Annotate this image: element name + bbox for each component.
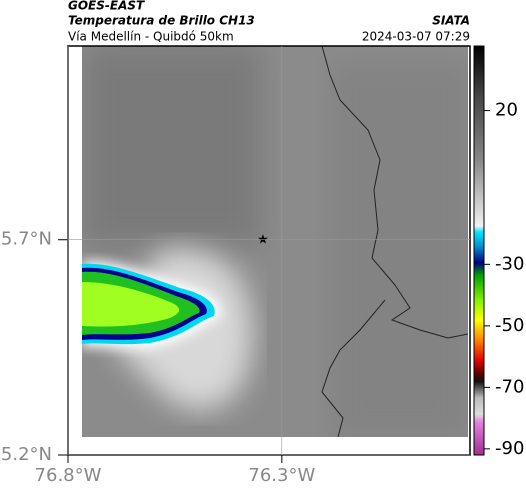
lat-label: 5.2°N (1, 444, 52, 465)
colorbar-label: 20 (495, 100, 518, 121)
colorbar-label: -70 (495, 376, 524, 397)
title: Temperatura de Brillo CH13 (68, 14, 255, 28)
colorbar-label: -50 (495, 315, 524, 336)
datetime: 2024-03-07 07:29 (362, 30, 470, 44)
lat-label: 5.7°N (1, 229, 52, 250)
lon-label: 76.3°W (248, 465, 315, 486)
colorbar (473, 45, 485, 456)
colorbar-label: -30 (495, 253, 524, 274)
subtitle: Vía Medellín - Quibdó 50km (68, 30, 234, 44)
satellite-image (82, 46, 468, 437)
source: GOES-EAST (68, 0, 145, 13)
lon-label: 76.8°W (35, 465, 102, 486)
colorbar-label: -90 (495, 438, 524, 459)
org: SIATA (432, 14, 470, 28)
